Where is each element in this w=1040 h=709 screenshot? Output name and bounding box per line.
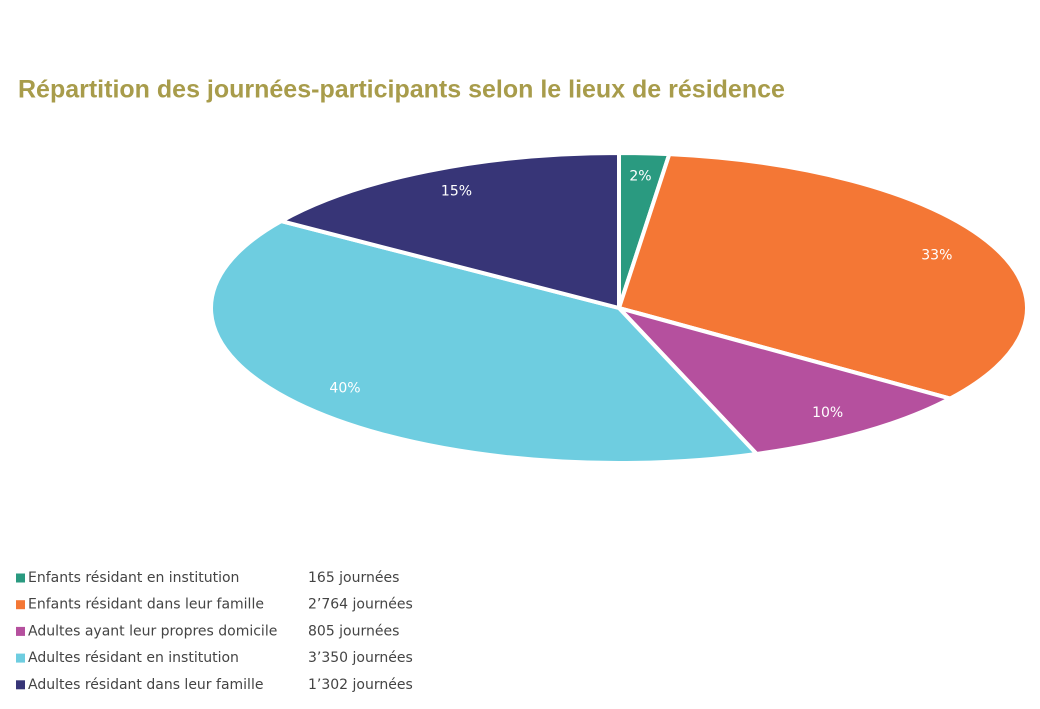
legend-value: 805 journées — [308, 623, 399, 639]
slice-label: 10% — [812, 405, 843, 421]
pie-slice — [616, 152, 1029, 401]
legend-value: 165 journées — [308, 570, 399, 586]
legend-label: Adultes résidant en institution — [28, 650, 239, 666]
legend-label: Enfants résidant en institution — [28, 570, 239, 586]
legend-label: Adultes résidant dans leur famille — [28, 677, 263, 693]
slice-label: 2% — [629, 169, 651, 185]
legend-swatch — [16, 600, 25, 610]
pie-slice — [209, 218, 761, 465]
legend-label: Adultes ayant leur propres domicile — [28, 623, 277, 639]
slice-label: 15% — [441, 184, 472, 200]
legend-swatch — [16, 626, 25, 636]
legend-swatch — [16, 573, 25, 583]
legend-value: 1’302 journées — [308, 677, 413, 693]
slice-label: 40% — [329, 381, 360, 397]
slice-label: 33% — [921, 247, 952, 263]
pie-slice — [612, 304, 956, 457]
legend-value: 2’764 journées — [308, 597, 413, 613]
legend-value: 3’350 journées — [308, 650, 413, 666]
legend-label: Enfants résidant dans leur famille — [28, 597, 264, 613]
legend-swatch — [16, 680, 25, 690]
pie-slice — [275, 150, 621, 311]
chart-title: Répartition des journées-participants se… — [18, 76, 785, 104]
legend-swatch — [16, 653, 25, 663]
